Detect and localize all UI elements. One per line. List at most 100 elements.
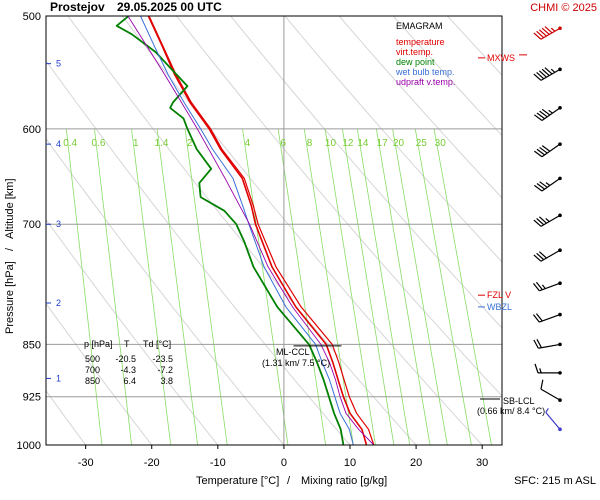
wind-barb-station [558, 67, 562, 72]
dry-adiabat [46, 302, 153, 445]
mixing-ratio-label: 4 [245, 138, 251, 149]
mixing-ratio-label: 20 [393, 138, 405, 149]
mixing-ratio-label: 14 [357, 138, 369, 149]
pressure-tick-label: 700 [23, 219, 41, 231]
wind-barb-feather [539, 110, 548, 118]
series-line-udpraft-v-temp [127, 16, 375, 445]
wind-barb [532, 312, 562, 323]
wind-barb-feather [538, 29, 547, 37]
series-line-virt-temp [148, 16, 375, 445]
pressure-tick-label: 925 [23, 392, 41, 404]
wind-barb-feather [536, 217, 545, 226]
ccl-annotations: ML-CCL (1.31 km/ 7.5 °C) SB-LCL (0.66 km… [262, 347, 545, 416]
pressure-tick-label: 1000 [17, 440, 41, 452]
temperature-tick-label: 0 [281, 457, 287, 469]
mixing-ratio-line [65, 128, 103, 445]
wind-barb-half-feather [550, 68, 556, 73]
wind-barb-feather [533, 32, 542, 40]
altitude-tick-label: 2 [56, 298, 61, 308]
wind-barb-station [558, 312, 562, 317]
wind-barb-station [558, 371, 562, 375]
wind-barbs [532, 26, 562, 432]
wind-barb-feather [536, 148, 545, 156]
mixing-ratio-line [131, 128, 172, 445]
dry-adiabat [176, 16, 502, 397]
mixing-ratio-label: 17 [377, 138, 389, 149]
wind-barb-half-feather [545, 217, 550, 222]
wind-barb-feather [538, 251, 547, 259]
wind-barb-station [558, 213, 562, 218]
mixing-ratio-line [324, 128, 376, 445]
y-axis-label-sep: / [4, 247, 16, 251]
mixing-ratio-label: 12 [342, 138, 354, 149]
wind-barb-feather [544, 26, 553, 34]
station-name: Prostejov [50, 0, 105, 14]
wind-barb [533, 339, 562, 349]
x-axis-label-mixing-ratio: Mixing ratio [g/kg] [301, 475, 387, 487]
wind-barb-half-feather [548, 109, 553, 114]
pressure-grid [46, 128, 502, 398]
mixing-ratio-line [303, 128, 354, 445]
wind-barb-feather [533, 254, 542, 262]
mixing-ratio-label: 1.4 [155, 138, 169, 149]
temperature-tick-label: -30 [78, 457, 94, 469]
sb-lcl-label: SB-LCL [503, 396, 535, 406]
wind-barb [545, 408, 562, 432]
wind-barb-feather [541, 68, 550, 76]
sounding-series [115, 16, 375, 445]
mixing-ratio-label: 30 [435, 138, 447, 149]
wind-barb-feather [541, 145, 551, 152]
wind-barb-feather [539, 146, 548, 154]
wind-barb [532, 281, 562, 292]
level-label: FZL V [487, 290, 511, 300]
wind-barb-half-feather [545, 182, 551, 186]
legend: EMAGRAM temperature virt.temp. dew point… [395, 21, 455, 87]
mixing-ratio-line [277, 128, 327, 445]
y-axis-label-altitude: Altitude [km] [4, 178, 16, 239]
wind-barb [534, 363, 562, 375]
wind-barb-feather [535, 281, 543, 291]
temperature-tick-label: 10 [344, 457, 356, 469]
wind-barb-station [558, 398, 562, 402]
dry-adiabat [46, 218, 219, 445]
dry-adiabat [67, 16, 417, 445]
wind-barb-half-feather [539, 368, 542, 374]
mixing-ratio-line [375, 128, 431, 445]
wind-barb-staff [540, 249, 561, 262]
ml-ccl-label: ML-CCL [276, 347, 310, 357]
wind-barb-half-feather [550, 27, 556, 32]
mixing-ratio-line [341, 128, 395, 445]
wind-barb-staff [540, 388, 561, 401]
mixing-ratio-label: 0.6 [92, 138, 106, 149]
wind-barb-feather [536, 183, 545, 190]
mixing-ratio-line [392, 128, 448, 445]
wind-barb [534, 106, 562, 121]
wind-barb-station [558, 248, 562, 253]
value-table: p [hPa] T Td [°C] 500 -20.5 -23.5 700 -4… [84, 339, 173, 386]
mixing-ratio-label: 10 [325, 138, 337, 149]
dry-adiabat [46, 137, 285, 445]
altitude-tick-label: 4 [56, 139, 61, 149]
wind-barb [534, 176, 562, 192]
pressure-tick-label: 500 [23, 11, 41, 23]
table-cell: -7.2 [157, 365, 173, 375]
wind-barb-station [558, 106, 562, 110]
dry-adiabat [338, 16, 502, 199]
wind-barb-staff [538, 343, 561, 349]
mixing-ratio-label: 25 [416, 138, 428, 149]
y-axis-label: Pressure [hPa] / Altitude [km] [4, 178, 16, 334]
wind-barb-feather [532, 282, 540, 292]
wind-barb-feather [536, 71, 545, 80]
dry-adiabat [392, 16, 502, 137]
wind-barb [533, 26, 562, 40]
wind-barb-feather [544, 67, 553, 75]
table-cell: -23.5 [152, 354, 173, 364]
wind-barb-feather [534, 363, 539, 374]
mixing-ratio-line [94, 128, 133, 445]
wind-barb-staff [541, 107, 561, 121]
sounding-datetime: 29.05.2025 00 UTC [117, 0, 222, 14]
table-cell: 6.4 [123, 376, 136, 386]
wind-barb-half-feather [545, 408, 549, 413]
wind-barb-feather [541, 108, 551, 116]
